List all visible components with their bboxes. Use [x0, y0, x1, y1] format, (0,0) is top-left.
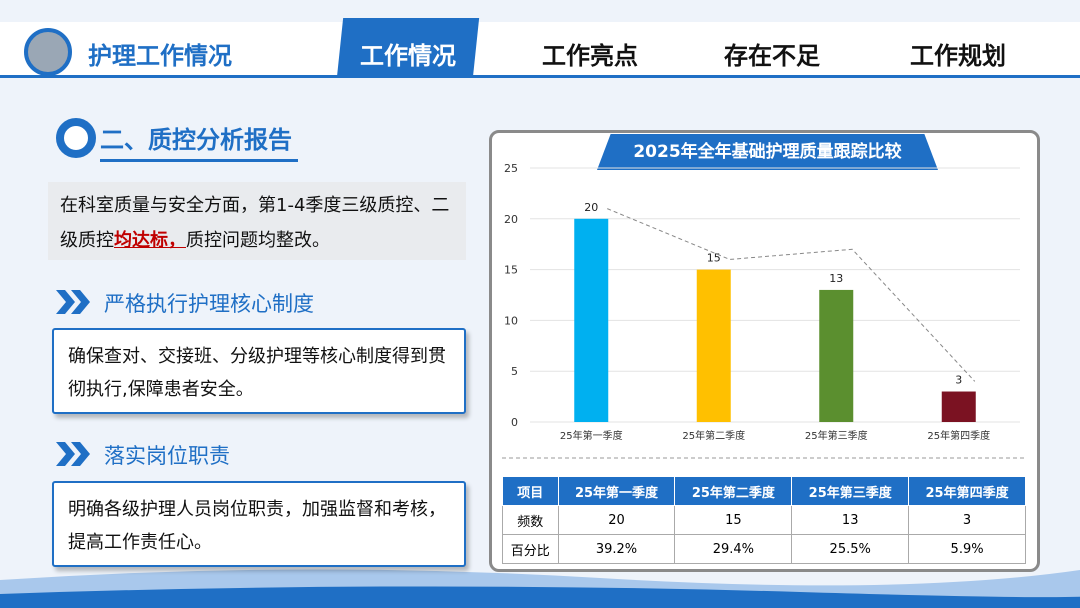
- tab[interactable]: 工作规划: [910, 42, 1006, 70]
- tab[interactable]: 工作亮点: [542, 42, 638, 70]
- x-tick-label: 25年第四季度: [927, 429, 990, 442]
- table-cell: 5.9%: [908, 534, 1026, 564]
- y-tick-label: 20: [504, 213, 518, 226]
- y-tick-label: 15: [504, 264, 518, 277]
- y-tick-label: 5: [511, 365, 518, 378]
- section-icon: [56, 118, 96, 158]
- data-label: 15: [707, 252, 721, 265]
- header-title: 护理工作情况: [88, 42, 232, 70]
- summary-box: 在科室质量与安全方面，第1-4季度三级质控、二级质控均达标，质控问题均整改。: [48, 182, 466, 260]
- y-tick-label: 25: [504, 162, 518, 175]
- table-cell: 25年第二季度: [674, 476, 793, 506]
- table-cell: 20: [557, 505, 676, 535]
- table-row: 项目 25年第一季度 25年第二季度 25年第三季度 25年第四季度: [502, 476, 1026, 506]
- section-title: 二、质控分析报告: [100, 120, 298, 162]
- header-bar: [0, 22, 1080, 78]
- table-cell: 13: [791, 505, 910, 535]
- table-cell: 3: [908, 505, 1026, 535]
- table-cell: 39.2%: [557, 534, 676, 564]
- item-title: 落实岗位职责: [104, 444, 230, 468]
- bar: [941, 391, 976, 422]
- chevron-icon: [56, 442, 90, 466]
- bar: [696, 269, 731, 422]
- chevron-icon: [56, 290, 90, 314]
- summary-text: 质控问题均整改。: [186, 230, 330, 251]
- table-row: 频数 20 15 13 3: [502, 505, 1026, 535]
- data-label: 3: [955, 374, 962, 387]
- chart-title: 2025年全年基础护理质量跟踪比较: [597, 134, 938, 170]
- avatar: [24, 28, 72, 76]
- bottom-wave: [0, 569, 1080, 608]
- table-cell: 25年第四季度: [908, 476, 1026, 506]
- table-cell: 百分比: [502, 534, 559, 564]
- data-label: 20: [584, 201, 598, 214]
- table-cell: 15: [674, 505, 793, 535]
- bar: [819, 289, 854, 422]
- table-cell: 29.4%: [674, 534, 793, 564]
- tab[interactable]: 存在不足: [724, 42, 820, 70]
- y-tick-label: 0: [511, 416, 518, 429]
- data-label: 13: [829, 272, 843, 285]
- item-title: 严格执行护理核心制度: [104, 292, 314, 316]
- table-cell: 25年第一季度: [557, 476, 676, 506]
- y-tick-label: 10: [504, 314, 518, 327]
- x-tick-label: 25年第三季度: [805, 429, 868, 442]
- table-row: 百分比 39.2% 29.4% 25.5% 5.9%: [502, 534, 1026, 564]
- table-cell: 25.5%: [791, 534, 910, 564]
- summary-text: 在科室质量与安全方面，第1-4季度三级质控、二级质控: [60, 195, 450, 251]
- x-tick-label: 25年第二季度: [682, 429, 745, 442]
- item-box: 明确各级护理人员岗位职责，加强监督和考核，提高工作责任心。: [52, 481, 466, 567]
- trend-line: [607, 208, 976, 382]
- table-cell: 项目: [502, 476, 559, 506]
- table-cell: 频数: [502, 505, 559, 535]
- item-box: 确保查对、交接班、分级护理等核心制度得到贯彻执行,保障患者安全。: [52, 328, 466, 414]
- x-tick-label: 25年第一季度: [560, 429, 623, 442]
- tab[interactable]: 工作情况: [360, 42, 456, 70]
- bar: [574, 218, 609, 422]
- highlight-text: 均达标，: [114, 230, 186, 251]
- table-cell: 25年第三季度: [791, 476, 910, 506]
- data-table: 项目 25年第一季度 25年第二季度 25年第三季度 25年第四季度 频数 20 15 13 3 百…: [502, 476, 1026, 564]
